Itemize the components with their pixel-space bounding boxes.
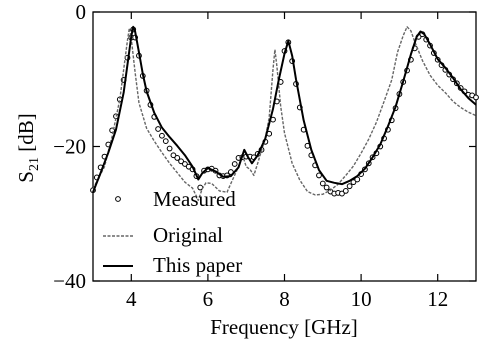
data-point-measured-68: [346, 183, 353, 190]
data-point-measured-20: [162, 138, 169, 145]
data-point-measured-19: [159, 132, 165, 139]
y-tick-label-1: −20: [53, 135, 86, 159]
axis-ticks: 4 6 8 10 12 0 −20 −40: [53, 0, 476, 311]
data-point-measured-24: [178, 158, 184, 165]
data-point-measured-60: [316, 172, 322, 179]
data-point-measured-21: [166, 145, 173, 152]
data-point-measured-22: [170, 152, 177, 159]
x-axis-label: Frequency [GHz]: [210, 315, 358, 339]
data-point-measured-62: [323, 184, 330, 191]
data-point-measured-18: [155, 126, 162, 132]
y-axis-label-main: S: [14, 171, 38, 183]
y-axis-label-unit: [dB]: [14, 113, 38, 157]
data-point-measured-101: [473, 94, 479, 101]
legend-label-original: Original: [153, 223, 223, 247]
data-point-measured-61: [319, 180, 326, 187]
series-line-this-paper: [92, 25, 477, 193]
data-point-measured-66: [339, 190, 345, 197]
data-point-measured-25: [182, 161, 188, 167]
data-point-measured-67: [342, 187, 349, 194]
legend: Measured Original This paper: [103, 187, 242, 277]
data-point-measured-23: [174, 155, 181, 161]
legend-label-this-paper: This paper: [153, 253, 242, 277]
data-point-measured-38: [231, 161, 238, 167]
y-axis-label-subscript: 21: [27, 157, 42, 171]
x-tick-label-8: 8: [279, 287, 290, 311]
data-point-measured-69: [350, 179, 357, 186]
series-line-original: [92, 26, 477, 201]
y-tick-label-2: −40: [53, 269, 86, 293]
y-axis-label: S21 [dB]: [14, 113, 42, 182]
y-tick-label-0: 0: [76, 0, 87, 24]
x-tick-label-6: 6: [203, 287, 214, 311]
x-tick-label-10: 10: [351, 287, 372, 311]
x-tick-label-4: 4: [126, 287, 137, 311]
legend-label-measured: Measured: [153, 187, 236, 211]
data-point-measured-26: [185, 163, 192, 170]
x-tick-label-12: 12: [427, 287, 448, 311]
legend-marker-measured: [115, 196, 121, 202]
chart-marks: [90, 25, 479, 201]
